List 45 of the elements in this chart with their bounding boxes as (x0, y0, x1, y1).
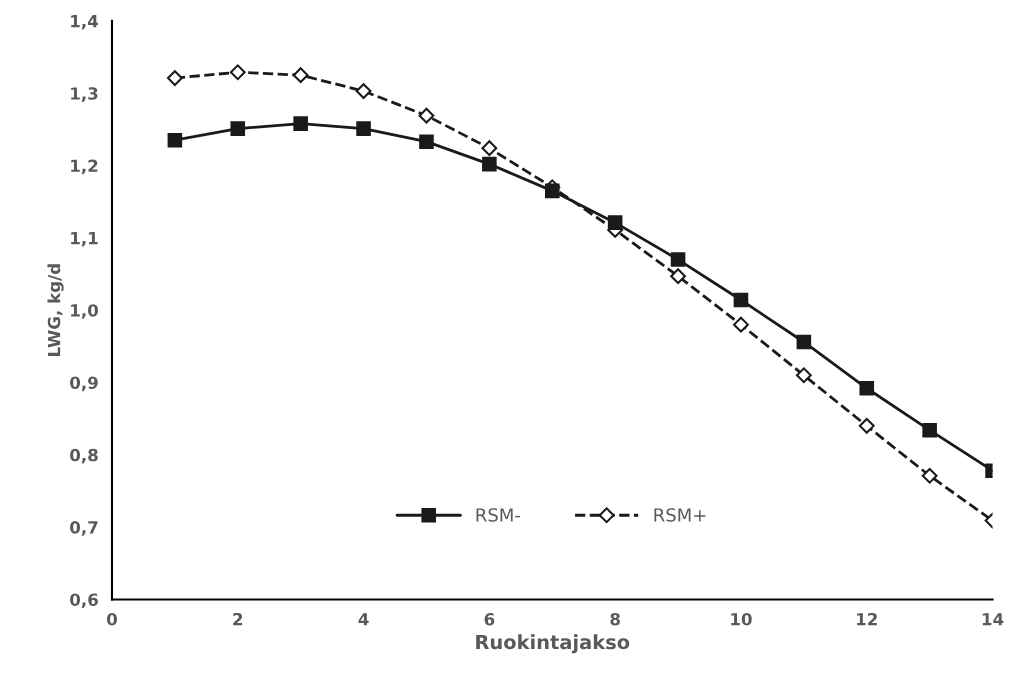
point (355, 83, 372, 99)
y-tick-label: 1,4 (71, 15, 99, 30)
point (544, 183, 560, 199)
point (356, 121, 371, 136)
point (733, 316, 749, 333)
x-tick-label: 14 (982, 613, 1004, 626)
point (419, 134, 434, 149)
legend-label: RSM+ (654, 508, 706, 522)
x-tick-label: 8 (610, 612, 620, 626)
point (733, 292, 749, 308)
x-tick-label: 4 (358, 613, 369, 626)
point (670, 252, 686, 267)
point (607, 215, 623, 230)
x-tick-label: 0 (106, 612, 117, 626)
point (859, 380, 875, 396)
x-tick-label: 10 (731, 612, 752, 626)
point (795, 367, 812, 384)
point (166, 70, 183, 86)
point (922, 422, 937, 438)
y-tick-label: 0,9 (70, 376, 98, 392)
point (229, 64, 246, 81)
point (481, 140, 498, 157)
x-axis-title: Ruokintajakso (476, 634, 630, 654)
y-tick-label: 1,2 (71, 159, 98, 175)
y-tick-label: 1,0 (71, 304, 98, 319)
point (418, 107, 435, 124)
point (230, 121, 246, 136)
point (293, 116, 308, 131)
y-tick-label: 0,8 (70, 448, 98, 464)
point (921, 467, 938, 484)
y-axis-title: LWG, kg/d (47, 264, 64, 356)
y-tick-label: 1,1 (71, 232, 98, 247)
point (796, 334, 812, 350)
point (858, 417, 875, 434)
legend-label: RSM- (476, 508, 520, 522)
x-tick-label: 6 (484, 612, 495, 626)
x-tick-label: 12 (857, 612, 877, 626)
y-tick-label: 0,7 (70, 521, 98, 536)
point (167, 132, 183, 148)
point (670, 268, 686, 285)
point (292, 67, 309, 84)
x-tick-label: 2 (233, 612, 243, 626)
point (482, 156, 497, 172)
y-tick-label: 1,3 (71, 87, 98, 102)
y-tick-label: 0,6 (70, 593, 98, 609)
